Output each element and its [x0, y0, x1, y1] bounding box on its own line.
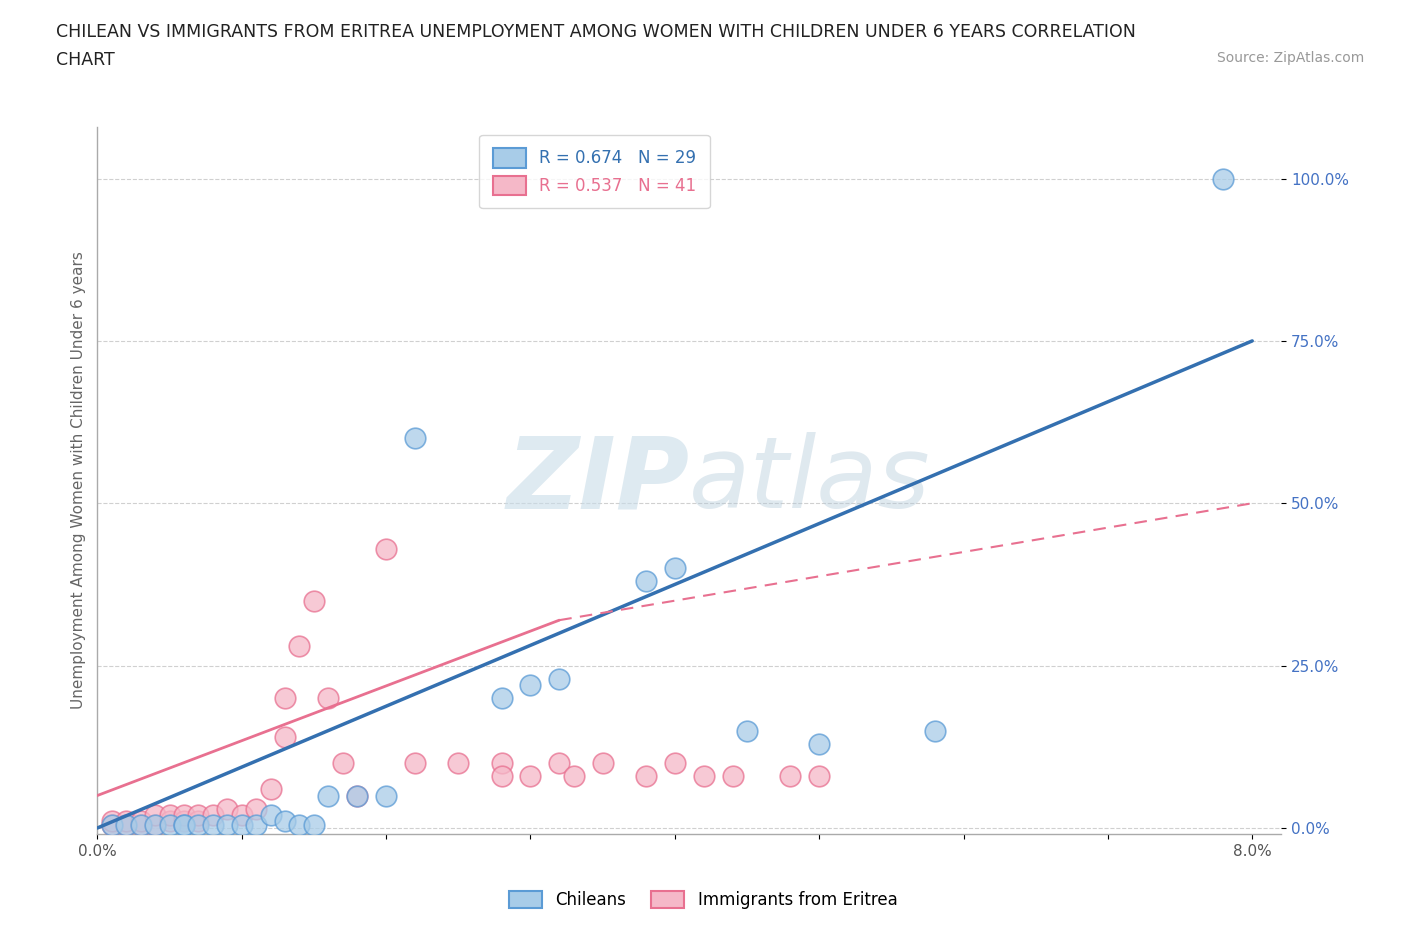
Point: [519, 678, 541, 693]
Point: [318, 691, 340, 706]
Point: [187, 807, 209, 822]
Text: Source: ZipAtlas.com: Source: ZipAtlas.com: [1216, 51, 1364, 65]
Point: [101, 817, 124, 832]
Point: [231, 817, 253, 832]
Text: CHART: CHART: [56, 51, 115, 69]
Point: [245, 817, 267, 832]
Point: [779, 768, 801, 783]
Point: [404, 755, 426, 770]
Point: [375, 541, 398, 556]
Point: [1212, 171, 1234, 186]
Point: [173, 817, 195, 832]
Point: [302, 593, 325, 608]
Legend: Chileans, Immigrants from Eritrea: Chileans, Immigrants from Eritrea: [501, 883, 905, 917]
Point: [548, 671, 571, 686]
Point: [173, 814, 195, 829]
Point: [115, 817, 138, 832]
Y-axis label: Unemployment Among Women with Children Under 6 years: Unemployment Among Women with Children U…: [72, 252, 86, 710]
Point: [491, 691, 513, 706]
Point: [346, 788, 368, 803]
Point: [346, 788, 368, 803]
Point: [562, 768, 585, 783]
Text: CHILEAN VS IMMIGRANTS FROM ERITREA UNEMPLOYMENT AMONG WOMEN WITH CHILDREN UNDER : CHILEAN VS IMMIGRANTS FROM ERITREA UNEMP…: [56, 23, 1136, 41]
Point: [721, 768, 744, 783]
Point: [664, 561, 686, 576]
Point: [548, 755, 571, 770]
Point: [274, 691, 297, 706]
Point: [129, 817, 152, 832]
Point: [159, 817, 181, 832]
Text: atlas: atlas: [689, 432, 931, 529]
Point: [159, 807, 181, 822]
Point: [735, 724, 758, 738]
Point: [259, 807, 281, 822]
Point: [692, 768, 714, 783]
Point: [129, 814, 152, 829]
Point: [101, 817, 124, 832]
Point: [187, 814, 209, 829]
Point: [664, 755, 686, 770]
Point: [173, 817, 195, 832]
Point: [173, 807, 195, 822]
Point: [159, 814, 181, 829]
Point: [924, 724, 946, 738]
Point: [187, 817, 209, 832]
Point: [808, 737, 831, 751]
Point: [302, 817, 325, 832]
Point: [201, 817, 224, 832]
Point: [274, 814, 297, 829]
Point: [115, 814, 138, 829]
Point: [245, 801, 267, 816]
Point: [318, 788, 340, 803]
Point: [143, 807, 166, 822]
Point: [231, 807, 253, 822]
Point: [143, 817, 166, 832]
Point: [447, 755, 470, 770]
Point: [217, 801, 239, 816]
Point: [288, 639, 311, 654]
Point: [519, 768, 541, 783]
Point: [634, 768, 657, 783]
Point: [375, 788, 398, 803]
Point: [288, 817, 311, 832]
Point: [634, 574, 657, 589]
Text: ZIP: ZIP: [506, 432, 689, 529]
Legend: R = 0.674   N = 29, R = 0.537   N = 41: R = 0.674 N = 29, R = 0.537 N = 41: [479, 135, 710, 208]
Point: [129, 817, 152, 832]
Point: [491, 768, 513, 783]
Point: [259, 781, 281, 796]
Point: [201, 807, 224, 822]
Point: [404, 431, 426, 445]
Point: [143, 817, 166, 832]
Point: [332, 755, 354, 770]
Point: [101, 814, 124, 829]
Point: [592, 755, 614, 770]
Point: [115, 817, 138, 832]
Point: [274, 730, 297, 745]
Point: [491, 755, 513, 770]
Point: [808, 768, 831, 783]
Point: [217, 817, 239, 832]
